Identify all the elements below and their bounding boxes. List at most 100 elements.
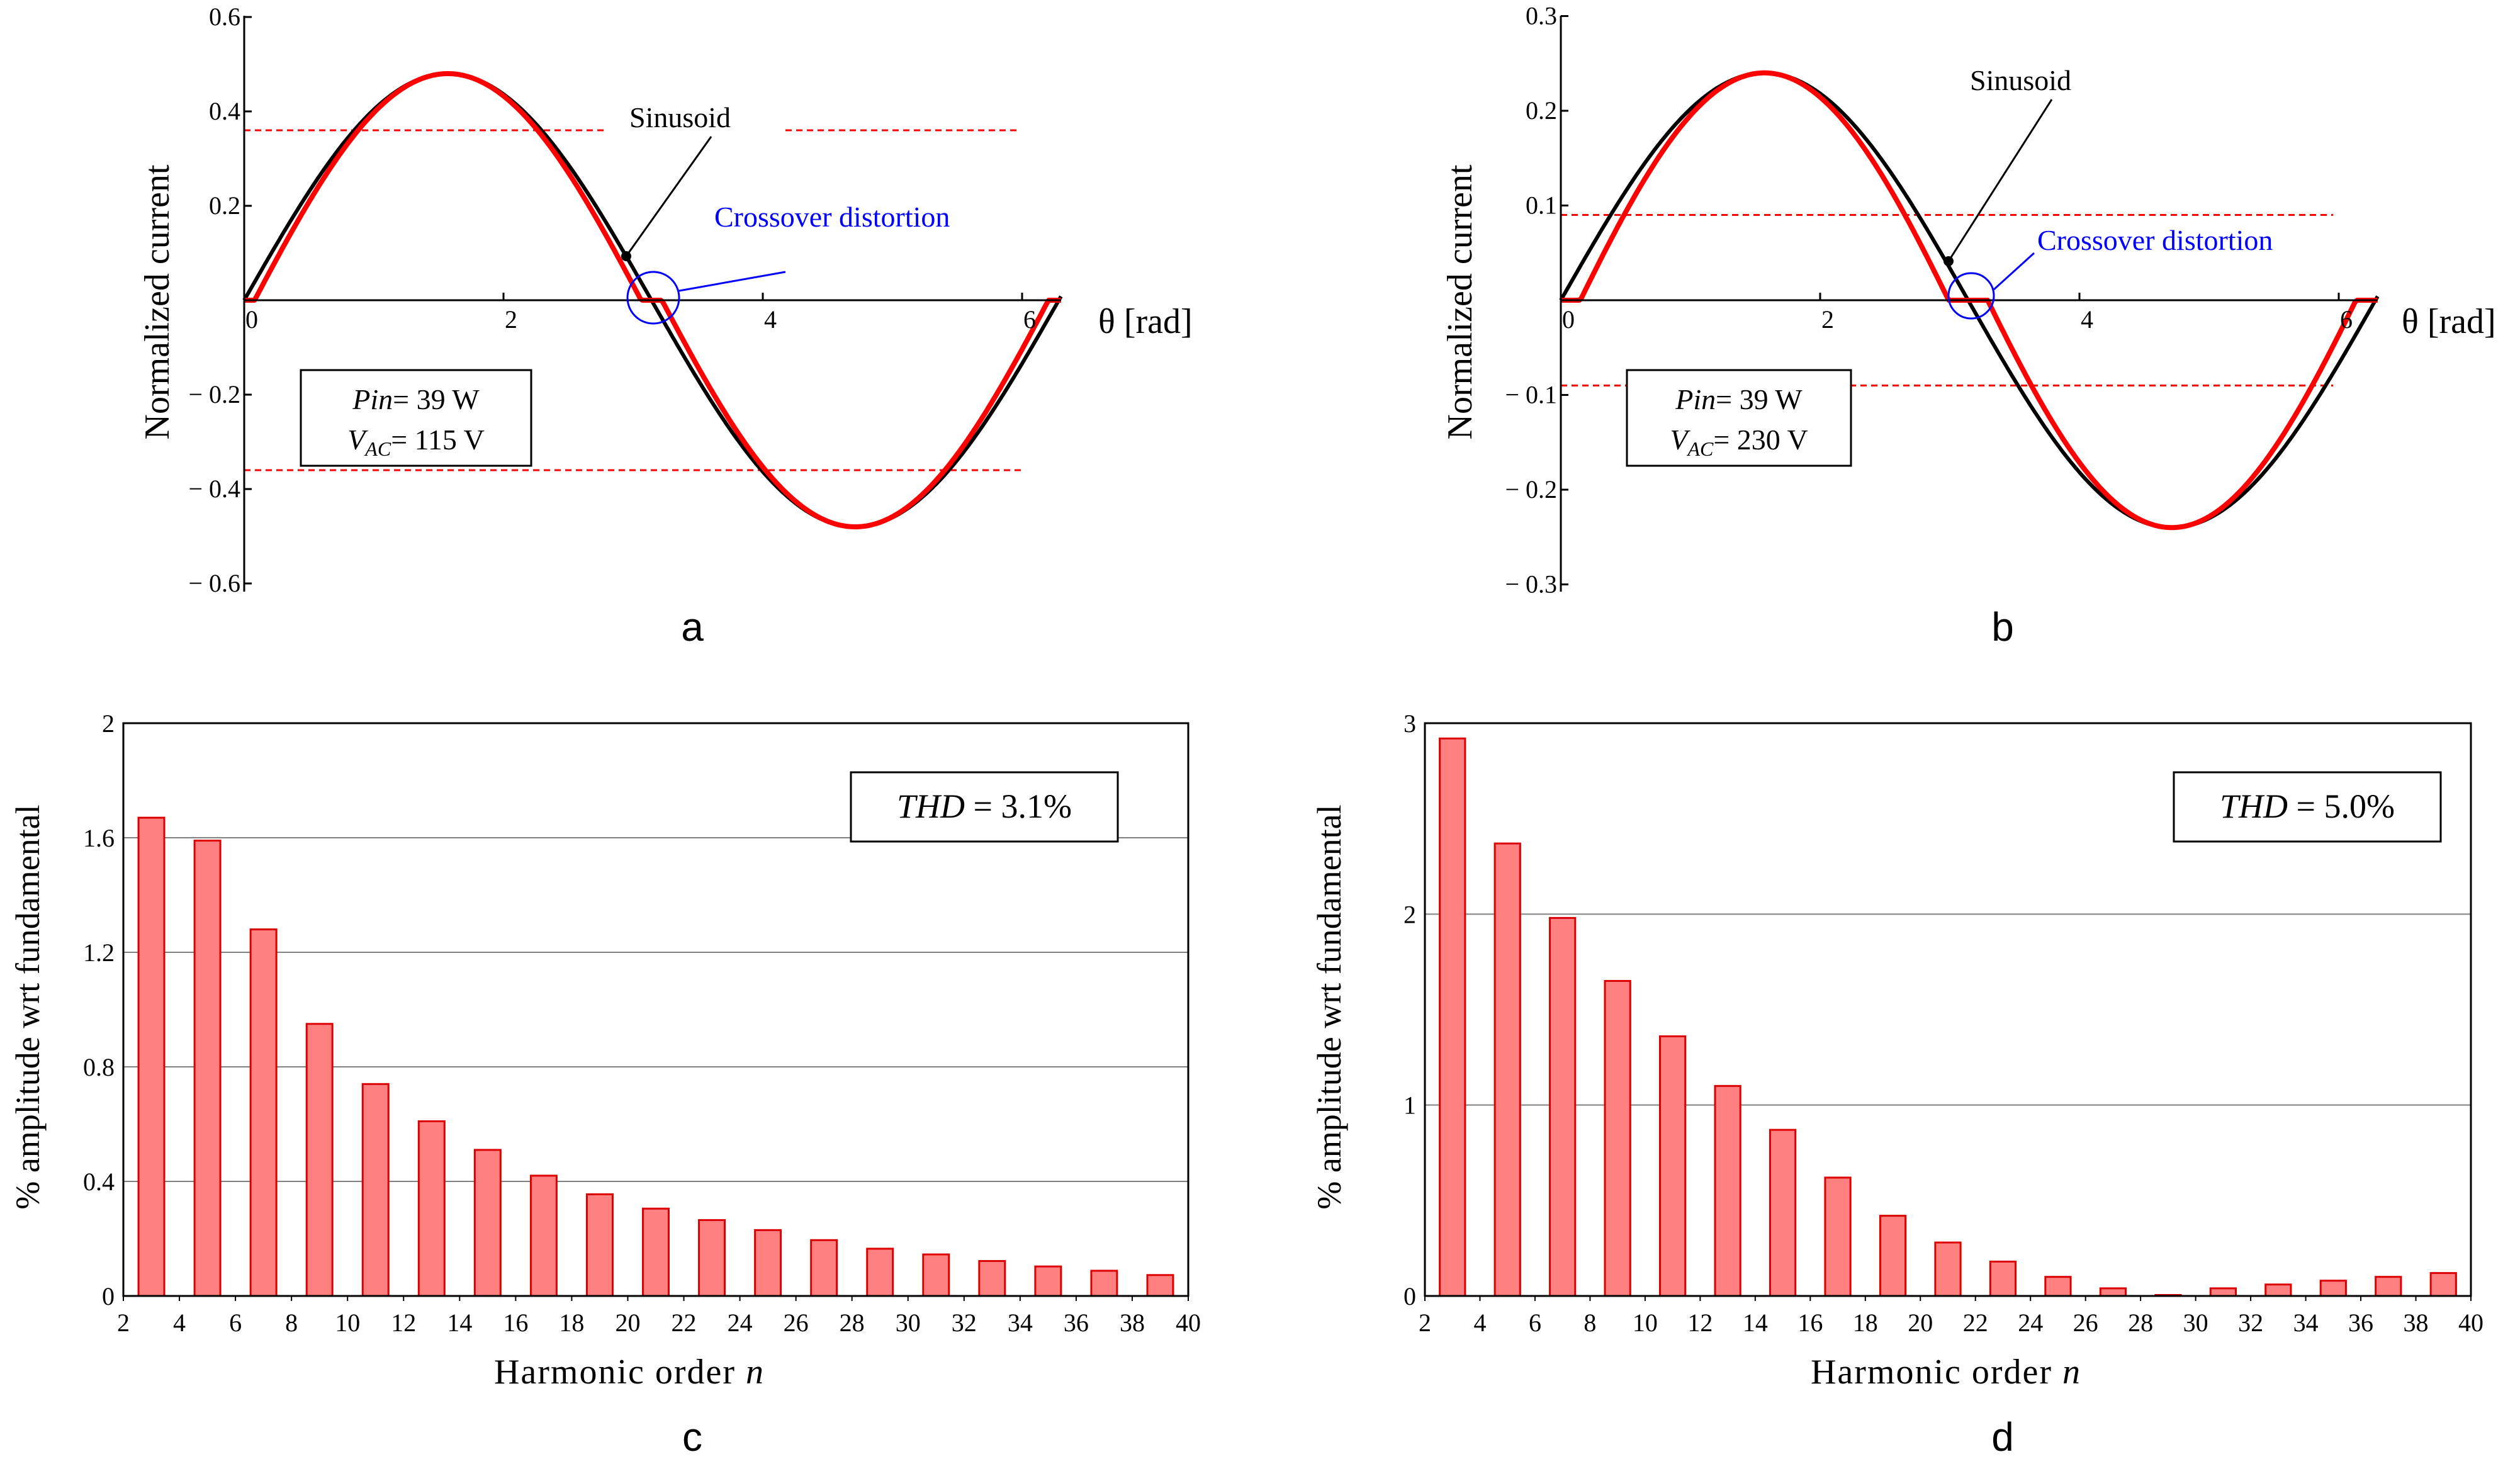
thd-symbol: THD: [897, 787, 965, 825]
harmonic-bar-27: [2099, 1287, 2127, 1297]
ac-voltage-subscript: AC: [1686, 437, 1714, 460]
plot-frame: [122, 722, 1190, 1297]
y-tick-label: 2: [1403, 900, 1416, 928]
thd-box: [2173, 771, 2442, 843]
harmonic-bar-13: [417, 1120, 446, 1297]
x-tick-label: 2: [1419, 1309, 1431, 1337]
x-tick-label: 28: [2128, 1309, 2153, 1337]
panel-b-ylabel: Normalized current: [1441, 164, 1480, 439]
x-tick-label: 18: [559, 1309, 584, 1337]
panel-c-xlabel: Harmonic order: [494, 1353, 746, 1392]
harmonic-bar-5: [1493, 842, 1521, 1297]
harmonic-bar-29: [866, 1247, 894, 1297]
harmonic-bar-11: [1659, 1035, 1687, 1297]
x-tick-label: 22: [1963, 1309, 1988, 1337]
y-tick-label: 1.2: [83, 938, 115, 967]
x-tick-label: 8: [1583, 1309, 1596, 1337]
ac-voltage-symbol: V: [1670, 424, 1690, 456]
thd-text: THD = 5.0%: [2220, 787, 2395, 825]
plot-frame: [1424, 722, 2472, 1297]
sinusoid-pointer-line: [1947, 99, 2053, 262]
input-power-symbol: Pin: [1675, 383, 1716, 415]
operating-point-box: [1626, 369, 1852, 467]
y-tick-label: − 0.1: [1505, 381, 1557, 409]
x-tick-label: 18: [1853, 1309, 1878, 1337]
y-tick-label: − 0.2: [1505, 475, 1557, 504]
ac-voltage-value: = 115 V: [391, 424, 485, 456]
harmonic-bar-23: [1989, 1260, 2017, 1297]
harmonic-bar-25: [2044, 1276, 2072, 1297]
x-tick-label: 4: [764, 305, 777, 334]
panel-a-ylabel: Normalized current: [138, 164, 177, 439]
crossover-label: Crossover distortion: [714, 201, 950, 233]
thd-text: THD = 3.1%: [897, 787, 1072, 825]
input-power-text: Pin= 39 W: [352, 383, 480, 415]
x-tick-label: 34: [1008, 1309, 1033, 1337]
panel-d-xlabel-var: n: [2062, 1353, 2081, 1392]
x-tick-label: 28: [840, 1309, 865, 1337]
harmonic-bar-31: [922, 1253, 950, 1297]
panel-c-ylabel: % amplitude wrt fundamental: [9, 804, 47, 1209]
harmonic-bar-21: [1934, 1241, 1962, 1297]
harmonic-bar-15: [1769, 1129, 1797, 1297]
x-tick-label: 6: [2340, 305, 2353, 334]
y-tick-label: 0.2: [209, 191, 240, 220]
harmonic-bar-33: [978, 1259, 1006, 1297]
y-tick-label: 0: [1403, 1282, 1416, 1310]
operating-point-box: [300, 369, 532, 467]
crossover-pointer-line: [678, 271, 786, 292]
input-power-value: = 39 W: [1716, 383, 1803, 415]
panel-a-xlabel: θ [rad]: [1098, 302, 1193, 341]
ac-voltage-value: = 230 V: [1713, 424, 1808, 456]
x-tick-label: 14: [1743, 1309, 1768, 1337]
y-tick-label: 1: [1403, 1091, 1416, 1120]
x-tick-label: 4: [173, 1309, 186, 1337]
harmonic-bar-3: [137, 816, 166, 1297]
harmonic-bar-39: [1146, 1274, 1174, 1297]
panel-d-letter: d: [1991, 1414, 2014, 1460]
panel-d-ylabel: % amplitude wrt fundamental: [1310, 804, 1348, 1209]
x-tick-label: 14: [447, 1309, 472, 1337]
sinusoid-pointer-dot: [621, 251, 631, 261]
panel-d-xlabel-group: Harmonic order n: [1811, 1353, 2081, 1392]
x-tick-label: 24: [728, 1309, 753, 1337]
sinusoid-pointer-line: [625, 136, 712, 257]
crossover-label: Crossover distortion: [2037, 224, 2273, 256]
x-tick-label: 40: [2458, 1309, 2483, 1337]
x-tick-label: 2: [1821, 305, 1834, 334]
harmonic-bar-27: [810, 1239, 838, 1297]
x-tick-label: 10: [1633, 1309, 1658, 1337]
harmonic-bar-9: [305, 1023, 334, 1297]
panel-b-waveform-chart: − 0.3 − 0.2 − 0.1 0.1 0.2 0.3 0 2 4 6 Sinusoid Cro…: [1441, 2, 2496, 650]
panel-b-xlabel: θ [rad]: [2402, 302, 2496, 341]
panel-c-letter: c: [682, 1414, 702, 1460]
thd-value: = 3.1%: [965, 787, 1072, 825]
y-tick-label: 0: [102, 1282, 115, 1310]
harmonic-bar-17: [1824, 1176, 1852, 1297]
x-tick-label: 6: [1023, 305, 1036, 334]
x-tick-label: 38: [1120, 1309, 1145, 1337]
x-tick-label: 2: [505, 305, 517, 334]
x-tick-label: 6: [1529, 1309, 1541, 1337]
y-tick-label: 0.8: [83, 1053, 115, 1081]
input-power-text: Pin= 39 W: [1675, 383, 1803, 415]
x-tick-label: 24: [2018, 1309, 2043, 1337]
harmonic-bar-37: [2375, 1276, 2402, 1297]
x-tick-label: 36: [1064, 1309, 1089, 1337]
ac-voltage-text: VAC= 230 V: [1670, 424, 1808, 460]
x-tick-label: 8: [285, 1309, 298, 1337]
y-tick-label: 0.4: [209, 97, 240, 125]
x-tick-label: 26: [784, 1309, 809, 1337]
x-tick-label: 4: [2081, 305, 2093, 334]
harmonic-bar-11: [361, 1083, 390, 1297]
harmonic-bar-39: [2429, 1272, 2457, 1297]
input-power-value: = 39 W: [393, 383, 480, 415]
panel-c-harmonic-bar-chart: 00.40.81.21.622 4 6 8 10 12 14 16 18 20 22 24 26 28 30…: [9, 709, 1201, 1460]
x-tick-label: 20: [1908, 1309, 1933, 1337]
panel-a-waveform-chart: − 0.6 − 0.4 − 0.2 0.2 0.4 0.6 0 2 4 6 Sinusoid Cro…: [138, 3, 1193, 650]
harmonic-bar-31: [2209, 1287, 2237, 1297]
harmonic-bar-35: [2319, 1280, 2347, 1297]
x-tick-label: 20: [615, 1309, 640, 1337]
x-tick-label: 22: [672, 1309, 697, 1337]
ac-voltage-symbol: V: [347, 424, 368, 456]
